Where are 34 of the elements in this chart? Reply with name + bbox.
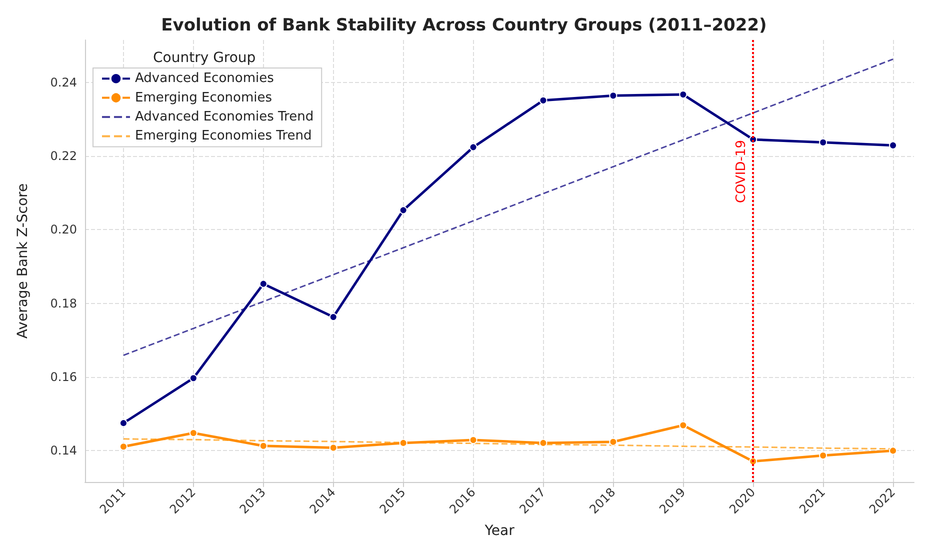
point bbox=[259, 280, 268, 288]
point bbox=[329, 312, 338, 321]
point bbox=[539, 96, 548, 104]
point bbox=[469, 436, 478, 444]
point bbox=[889, 446, 898, 455]
y-tick-label: 0.18 bbox=[50, 296, 77, 310]
point bbox=[609, 92, 618, 100]
point bbox=[469, 143, 478, 152]
point bbox=[539, 438, 548, 447]
point bbox=[399, 438, 408, 447]
y-tick-label: 0.20 bbox=[50, 222, 77, 237]
legend-label: Advanced Economies Trend bbox=[135, 110, 314, 124]
x-axis-title: Year bbox=[484, 523, 515, 539]
point bbox=[189, 374, 198, 382]
legend-title: Country Group bbox=[153, 50, 256, 66]
ref-line-label: COVID-19 bbox=[734, 140, 750, 204]
y-tick-label: 0.22 bbox=[50, 149, 77, 164]
y-tick-label: 0.24 bbox=[50, 75, 77, 90]
y-tick-label: 0.14 bbox=[50, 444, 77, 458]
legend-label: Emerging Economies bbox=[135, 90, 272, 106]
point bbox=[679, 421, 688, 430]
y-tick-label: 0.16 bbox=[50, 370, 77, 384]
legend-label: Advanced Economies bbox=[135, 71, 274, 86]
point bbox=[189, 429, 198, 438]
chart-title: Evolution of Bank Stability Across Country Groups (2011–2022) bbox=[161, 16, 767, 36]
legend-label: Emerging Economies Trend bbox=[135, 128, 312, 144]
point bbox=[609, 438, 618, 446]
point bbox=[819, 138, 828, 146]
point bbox=[399, 206, 408, 214]
point bbox=[329, 444, 338, 452]
point bbox=[679, 90, 688, 99]
point bbox=[259, 442, 268, 450]
y-axis-title: Average Bank Z-Score bbox=[15, 183, 31, 339]
point bbox=[819, 451, 828, 460]
